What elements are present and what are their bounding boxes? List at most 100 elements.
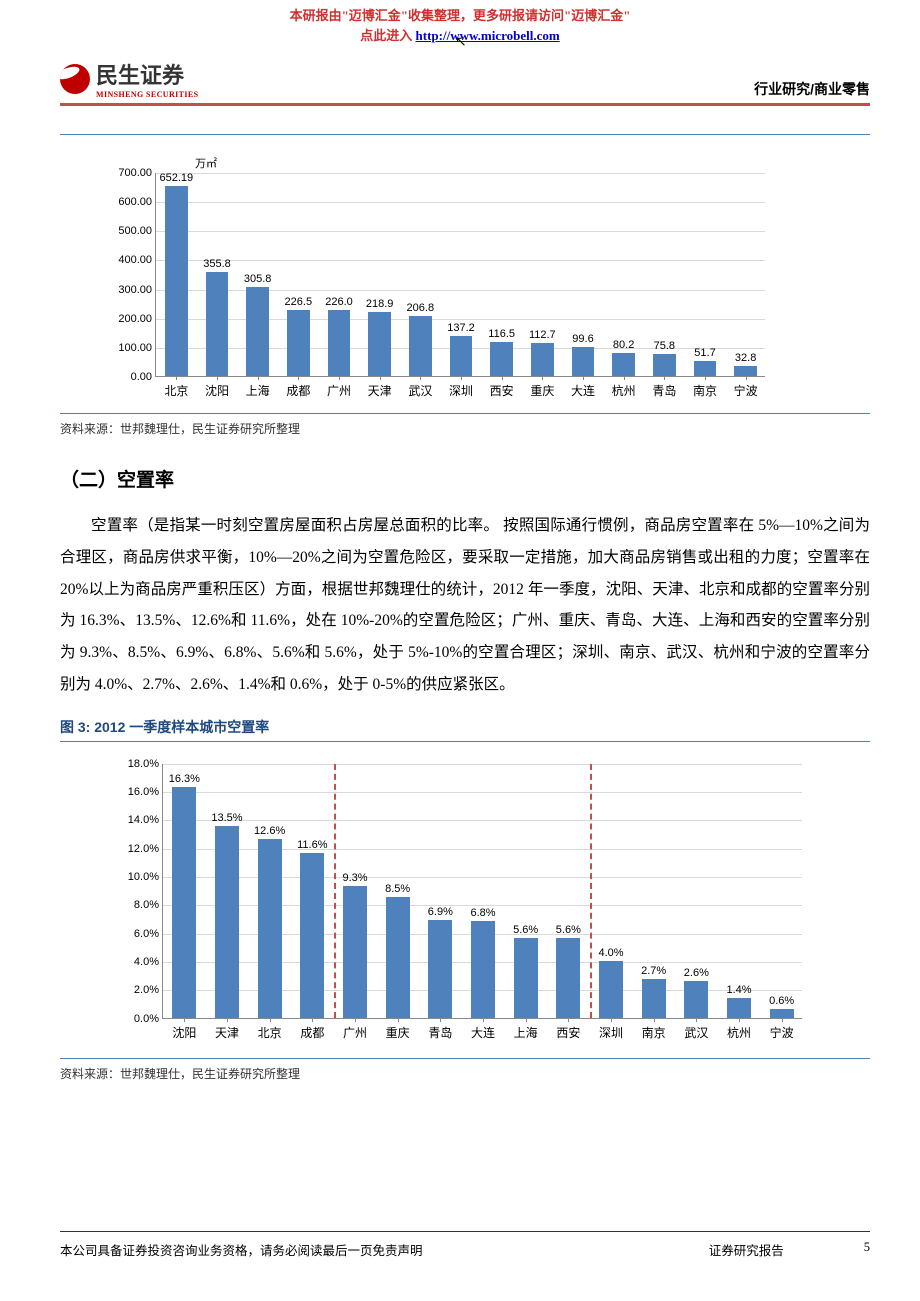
y-tick-label: 18.0% — [128, 758, 163, 770]
page-footer: 本公司具备证券投资咨询业务资格，请务必阅读最后一页免责声明 证券研究报告 5 — [60, 1231, 870, 1259]
x-tick-label: 深圳 — [449, 376, 473, 399]
bar-value-label: 652.19 — [159, 172, 193, 186]
header-category: 行业研究/商业零售 — [754, 79, 870, 99]
bar-value-label: 355.8 — [203, 258, 231, 272]
x-tick-label: 上海 — [514, 1018, 538, 1041]
bar-value-label: 80.2 — [613, 339, 634, 353]
page-content: 0.00100.00200.00300.00400.00500.00600.00… — [60, 130, 870, 1110]
chart2-wrap: 0.0%2.0%4.0%6.0%8.0%10.0%12.0%14.0%16.0%… — [100, 750, 870, 1050]
bar: 11.6% — [300, 853, 324, 1017]
x-tick-label: 大连 — [571, 376, 595, 399]
watermark-link[interactable]: http://www.microbell.com — [416, 28, 560, 43]
bar: 32.8 — [734, 366, 756, 376]
x-tick-label: 西安 — [490, 376, 514, 399]
x-tick-label: 广州 — [343, 1018, 367, 1041]
y-tick-label: 300.00 — [118, 284, 156, 296]
x-tick-label: 广州 — [327, 376, 351, 399]
bar: 137.2 — [450, 336, 472, 376]
gridline — [156, 173, 765, 174]
x-tick-label: 天津 — [368, 376, 392, 399]
bar: 16.3% — [172, 787, 196, 1018]
x-tick-label: 北京 — [164, 376, 188, 399]
chart1-wrap: 0.00100.00200.00300.00400.00500.00600.00… — [100, 145, 870, 405]
bar: 652.19 — [165, 186, 187, 376]
bar-value-label: 226.5 — [285, 296, 313, 310]
y-tick-label: 12.0% — [128, 843, 163, 855]
chart2-top-rule — [60, 741, 870, 742]
y-tick-label: 0.00 — [131, 371, 156, 383]
x-tick-label: 沈阳 — [172, 1018, 196, 1041]
x-tick-label: 青岛 — [652, 376, 676, 399]
bar-value-label: 116.5 — [488, 328, 515, 342]
bar: 206.8 — [409, 316, 431, 376]
x-tick-label: 南京 — [642, 1018, 666, 1041]
x-tick-label: 宁波 — [734, 376, 758, 399]
bar: 1.4% — [727, 998, 751, 1018]
x-tick-label: 天津 — [215, 1018, 239, 1041]
chart1-bottom-rule — [60, 413, 870, 414]
gridline — [156, 231, 765, 232]
x-tick-label: 大连 — [471, 1018, 495, 1041]
x-tick-label: 杭州 — [727, 1018, 751, 1041]
x-tick-label: 青岛 — [428, 1018, 452, 1041]
logo-en: MINSHENG SECURITIES — [96, 90, 199, 99]
bar-value-label: 206.8 — [407, 302, 435, 316]
bar-value-label: 75.8 — [654, 340, 675, 354]
chart1: 0.00100.00200.00300.00400.00500.00600.00… — [100, 145, 780, 405]
x-tick-label: 沈阳 — [205, 376, 229, 399]
gridline — [163, 820, 802, 821]
gridline — [163, 792, 802, 793]
bar: 8.5% — [386, 897, 410, 1017]
x-tick-label: 深圳 — [599, 1018, 623, 1041]
reference-line — [590, 764, 592, 1018]
y-tick-label: 100.00 — [118, 342, 156, 354]
x-tick-label: 北京 — [258, 1018, 282, 1041]
bar-value-label: 16.3% — [169, 773, 200, 787]
bar: 116.5 — [490, 342, 512, 376]
y-tick-label: 700.00 — [118, 167, 156, 179]
bar: 355.8 — [206, 272, 228, 376]
y-tick-label: 200.00 — [118, 313, 156, 325]
bar-value-label: 4.0% — [598, 947, 623, 961]
bar: 13.5% — [215, 826, 239, 1017]
x-tick-label: 武汉 — [684, 1018, 708, 1041]
bar: 226.0 — [328, 310, 350, 376]
bar: 5.6% — [514, 938, 538, 1017]
bar: 51.7 — [694, 361, 716, 376]
bar: 218.9 — [368, 312, 390, 376]
y-tick-label: 500.00 — [118, 225, 156, 237]
figure3-title: 图 3: 2012 一季度样本城市空置率 — [60, 717, 870, 737]
chart1-source: 资料来源：世邦魏理仕，民生证券研究所整理 — [60, 420, 870, 437]
y-tick-label: 8.0% — [134, 899, 163, 911]
y-tick-label: 400.00 — [118, 254, 156, 266]
y-tick-label: 16.0% — [128, 786, 163, 798]
y-tick-label: 2.0% — [134, 984, 163, 996]
bar: 6.8% — [471, 921, 495, 1017]
bar-value-label: 9.3% — [342, 872, 367, 886]
logo-cn: 民生证券 — [96, 58, 199, 90]
chart2-bottom-rule — [60, 1058, 870, 1059]
watermark-line1: 本研报由"迈博汇金"收集整理，更多研报请访问"迈博汇金" — [0, 6, 920, 26]
x-tick-label: 西安 — [556, 1018, 580, 1041]
chart2: 0.0%2.0%4.0%6.0%8.0%10.0%12.0%14.0%16.0%… — [100, 750, 820, 1050]
page-header: 民生证券 MINSHENG SECURITIES 行业研究/商业零售 — [60, 58, 870, 106]
bar: 226.5 — [287, 310, 309, 376]
bar-value-label: 99.6 — [572, 333, 593, 347]
bar-value-label: 2.6% — [684, 967, 709, 981]
y-tick-label: 4.0% — [134, 956, 163, 968]
gridline — [163, 764, 802, 765]
bar: 6.9% — [428, 920, 452, 1018]
bar-value-label: 218.9 — [366, 298, 394, 312]
x-tick-label: 重庆 — [530, 376, 554, 399]
footer-page-number: 5 — [864, 1240, 870, 1259]
chart1-top-rule — [60, 134, 870, 135]
bar-value-label: 0.6% — [769, 995, 794, 1009]
bar-value-label: 2.7% — [641, 965, 666, 979]
bar-value-label: 6.8% — [470, 907, 495, 921]
bar-value-label: 12.6% — [254, 825, 285, 839]
plot-area: 0.00100.00200.00300.00400.00500.00600.00… — [155, 173, 765, 377]
reference-line — [334, 764, 336, 1018]
bar: 2.6% — [684, 981, 708, 1018]
x-tick-label: 武汉 — [408, 376, 432, 399]
bar-value-label: 305.8 — [244, 273, 272, 287]
